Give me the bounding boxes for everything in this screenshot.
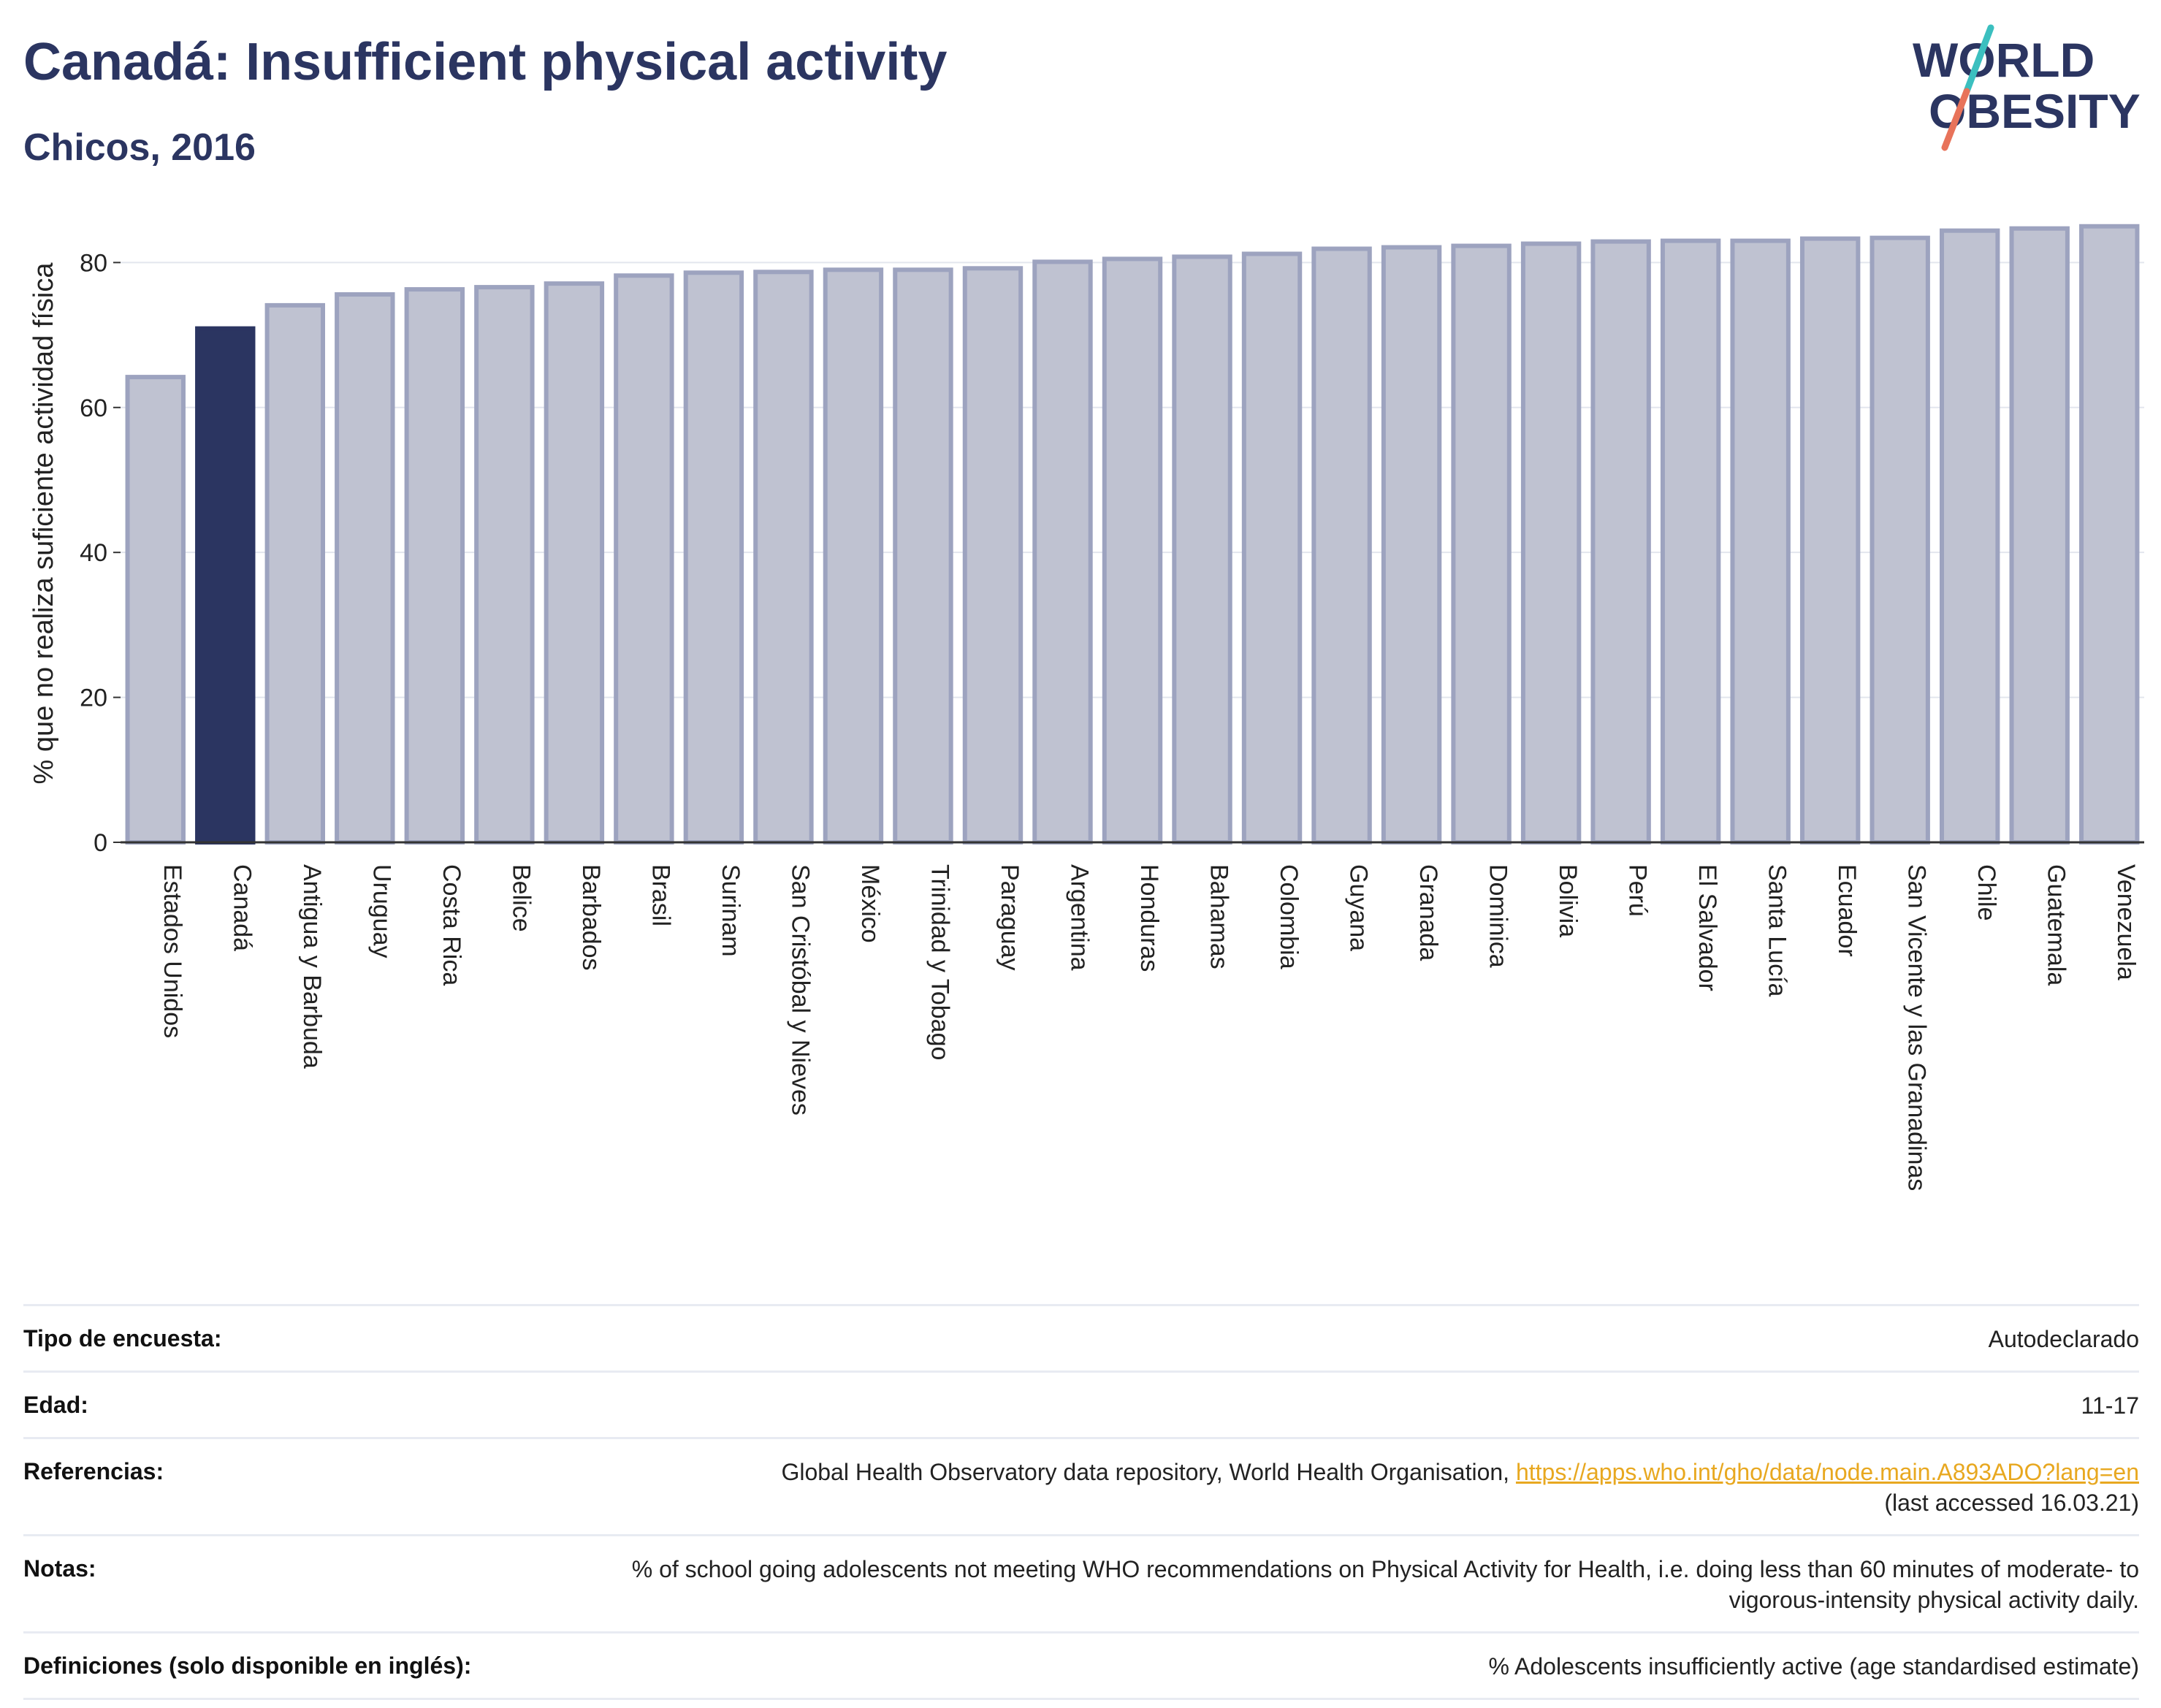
bar-dominica	[1451, 243, 1512, 845]
bar-colombia	[1241, 251, 1303, 845]
bar-costa-rica	[404, 287, 465, 845]
bar-granada	[1381, 245, 1442, 845]
bar-chile	[1940, 228, 2000, 845]
references-value: Global Health Observatory data repositor…	[781, 1457, 2139, 1518]
x-tick-label: Guatemala	[2043, 864, 2070, 985]
meta-row-notes: Notas: % of school going adolescents not…	[23, 1534, 2139, 1631]
x-tick-label: Chile	[1973, 864, 2000, 920]
meta-row-definitions: Definiciones (solo disponible en inglés)…	[23, 1631, 2139, 1700]
survey-type-label: Tipo de encuesta:	[23, 1325, 222, 1351]
bar-argentina	[1032, 259, 1093, 845]
bar-venezuela	[2079, 224, 2140, 845]
y-axis-title: % que no realiza suficiente actividad fí…	[28, 262, 59, 785]
x-tick-label: Canadá	[228, 864, 256, 951]
x-tick-label: Argentina	[1065, 864, 1093, 971]
x-tick-label: San Vicente y las Granadinas	[1903, 864, 1931, 1191]
meta-row-survey: Tipo de encuesta: Autodeclarado	[23, 1304, 2139, 1370]
y-tick-label: 60	[80, 394, 107, 422]
bar-brasil	[614, 273, 674, 845]
x-tick-label: Uruguay	[367, 864, 395, 958]
x-tick-label: Bahamas	[1205, 864, 1233, 969]
bar-san-vicente-y-las-granadinas	[1870, 235, 1930, 845]
page-subtitle: Chicos, 2016	[23, 126, 256, 169]
y-tick-label: 40	[80, 539, 107, 567]
x-tick-label: Belice	[507, 864, 535, 932]
x-tick-label: Dominica	[1485, 864, 1512, 968]
age-label: Edad:	[23, 1392, 88, 1418]
bar-m-xico	[823, 267, 884, 845]
x-tick-label: Granada	[1414, 864, 1442, 961]
logo-slash-bottom	[1941, 88, 1970, 151]
axes	[113, 262, 2144, 844]
x-tick-label: Perú	[1624, 864, 1652, 917]
bar-uruguay	[335, 292, 395, 845]
bar-per-	[1590, 239, 1651, 845]
bar-guatemala	[2009, 226, 2070, 845]
bar-bolivia	[1520, 241, 1582, 845]
x-tick-label: Costa Rica	[438, 864, 465, 985]
bar-el-salvador	[1660, 238, 1721, 845]
meta-row-references: Referencias: Global Health Observatory d…	[23, 1437, 2139, 1534]
bar-estados-unidos	[125, 375, 186, 845]
x-tick-label: El Salvador	[1693, 864, 1721, 991]
bar-guyana	[1311, 246, 1372, 845]
x-tick-label: Trinidad y Tobago	[926, 864, 953, 1060]
y-tick-label: 20	[80, 685, 107, 712]
definitions-label: Definiciones (solo disponible en inglés)…	[23, 1652, 472, 1679]
x-tick-label: Guyana	[1345, 864, 1373, 951]
references-label: Referencias:	[23, 1458, 164, 1484]
notes-label: Notas:	[23, 1555, 96, 1582]
labels: 0 20 40 60 80 Estados Unidos Canadá Antigua y B…	[28, 249, 2140, 1191]
bar-surinam	[683, 270, 744, 845]
x-tick-label: Barbados	[577, 864, 605, 971]
bar-paraguay	[962, 266, 1024, 845]
x-tick-label: San Cristóbal y Nieves	[786, 864, 814, 1116]
definitions-value: % Adolescents insufficiently active (age…	[1488, 1653, 2139, 1680]
metadata-table: Tipo de encuesta: Autodeclarado Edad: 11…	[23, 1304, 2139, 1700]
y-tick-label: 0	[94, 829, 107, 857]
x-tick-label: Bolivia	[1554, 864, 1582, 937]
survey-type-value: Autodeclarado	[1988, 1326, 2139, 1352]
logo-slash-top	[1963, 24, 1994, 95]
bar-san-crist-bal-y-nieves	[753, 270, 814, 845]
x-tick-label: Santa Lucía	[1764, 864, 1791, 997]
bar-antigua-y-barbuda	[264, 302, 326, 845]
x-tick-label: Honduras	[1135, 864, 1163, 972]
y-tick-label: 80	[80, 249, 107, 277]
references-link[interactable]: https://apps.who.int/gho/data/node.main.…	[1515, 1459, 2139, 1485]
bar-trinidad-y-tobago	[893, 267, 953, 845]
bar-honduras	[1102, 256, 1163, 845]
meta-row-age: Edad: 11-17	[23, 1370, 2139, 1437]
x-tick-label: México	[856, 864, 884, 943]
x-tick-label: Paraguay	[996, 864, 1024, 971]
x-tick-label: Brasil	[647, 864, 674, 926]
age-value: 11-17	[2081, 1392, 2139, 1419]
x-tick-label: Estados Unidos	[159, 864, 186, 1038]
bar-chart: 0 20 40 60 80 Estados Unidos Canadá Antigua y B…	[28, 224, 2144, 1191]
x-tick-label: Colombia	[1275, 864, 1303, 969]
logo-word-world: WORLD	[1913, 33, 2095, 87]
page-title: Canadá: Insufficient physical activity	[23, 33, 948, 91]
bar-ecuador	[1799, 236, 1861, 845]
bar-barbados	[544, 281, 605, 845]
notes-value: % of school going adolescents not meetin…	[631, 1556, 2139, 1613]
x-tick-label: Venezuela	[2112, 864, 2140, 980]
references-accessed: (last accessed 16.03.21)	[1884, 1490, 2139, 1516]
bar-bahamas	[1172, 254, 1232, 845]
bar-santa-luc-a	[1730, 238, 1791, 845]
references-text: Global Health Observatory data repositor…	[781, 1459, 1516, 1485]
world-obesity-logo: WORLD OBESITY	[1913, 24, 2141, 151]
x-tick-label: Surinam	[717, 864, 744, 957]
bar-belice	[474, 285, 535, 845]
bar-canad-	[195, 326, 256, 845]
bars	[125, 224, 2140, 845]
x-tick-label: Ecuador	[1833, 864, 1861, 957]
x-tick-label: Antigua y Barbuda	[298, 864, 326, 1069]
